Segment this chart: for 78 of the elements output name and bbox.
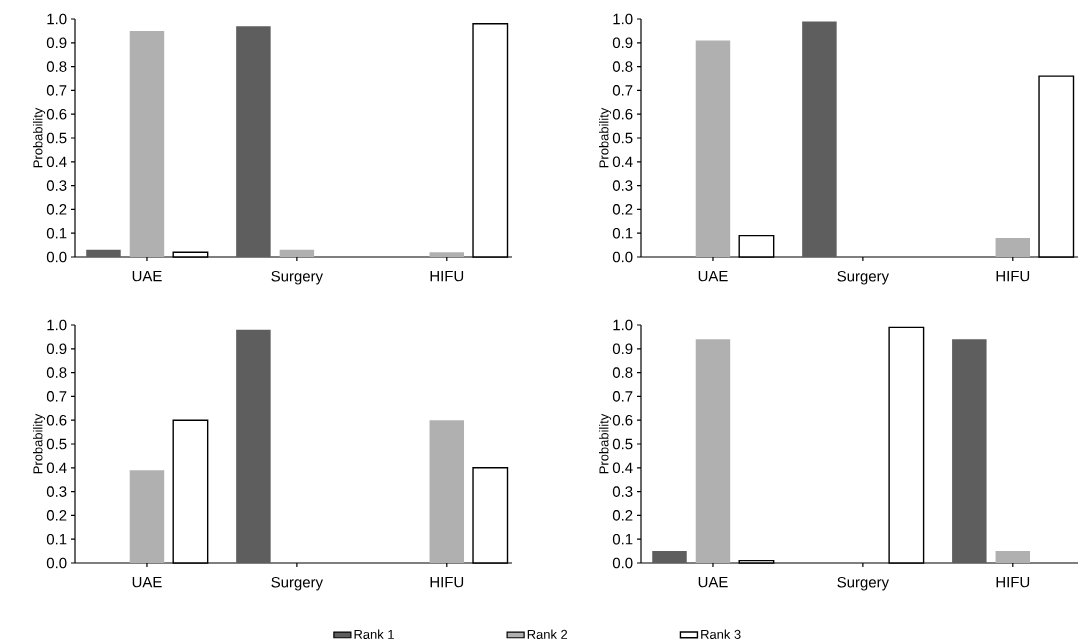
- bar: [129, 470, 165, 563]
- y-tick-label: 0.5: [46, 438, 67, 450]
- bar: [695, 339, 731, 563]
- y-tick-label: 0.1: [46, 533, 67, 545]
- x-tick-label: Surgery: [837, 270, 889, 285]
- y-tick-label: 1.0: [47, 319, 67, 331]
- bar: [236, 329, 271, 563]
- y-axis-title: Probability: [32, 107, 46, 168]
- bar: [279, 249, 315, 257]
- y-tick-label: 0.3: [612, 486, 633, 497]
- y-tick-label: 0.4: [46, 462, 67, 474]
- legend-label: Rank 3: [701, 629, 741, 639]
- bar: [695, 40, 731, 257]
- bar: [802, 21, 837, 257]
- x-tick-label: UAE: [698, 270, 728, 282]
- y-tick-label: 0.9: [612, 37, 633, 49]
- y-tick-label: 0.0: [612, 557, 633, 569]
- y-tick-label: 0.2: [46, 204, 67, 215]
- bar: [236, 26, 271, 257]
- y-tick-label: 0.7: [46, 391, 67, 402]
- x-tick-label: Surgery: [837, 576, 889, 591]
- y-axis-title: Probability: [599, 413, 612, 474]
- y-axis-title: Probability: [32, 413, 46, 474]
- y-tick-label: 0.8: [46, 367, 67, 378]
- y-tick-label: 0.9: [612, 343, 633, 355]
- bar: [86, 249, 121, 257]
- y-tick-label: 1.0: [47, 13, 67, 25]
- y-tick-label: 0.5: [612, 132, 633, 144]
- y-tick-label: 0.0: [46, 557, 67, 569]
- legend-label: Rank 2: [527, 629, 568, 639]
- y-tick-label: 0.7: [612, 85, 633, 96]
- y-tick-label: 0.4: [612, 462, 633, 474]
- y-tick-label: 0.3: [46, 486, 67, 497]
- bar: [652, 551, 687, 563]
- y-tick-label: 0.9: [46, 343, 67, 355]
- y-tick-label: 1.0: [613, 13, 633, 25]
- x-tick-label: HIFU: [996, 576, 1030, 588]
- y-tick-label: 0.9: [46, 37, 67, 49]
- y-tick-label: 0.6: [46, 108, 67, 120]
- y-axis-title: Probability: [599, 107, 612, 168]
- y-tick-label: 0.2: [612, 204, 633, 215]
- y-tick-label: 0.5: [46, 132, 67, 144]
- x-tick-label: UAE: [132, 270, 162, 282]
- y-tick-label: 0.8: [612, 367, 633, 378]
- x-tick-label: HIFU: [430, 270, 464, 282]
- y-tick-label: 0.7: [46, 85, 67, 96]
- y-tick-label: 0.3: [46, 180, 67, 191]
- y-tick-label: 0.6: [612, 108, 633, 120]
- bar: [952, 339, 987, 563]
- y-tick-label: 1.0: [613, 319, 633, 331]
- y-tick-label: 0.3: [612, 180, 633, 191]
- x-tick-label: HIFU: [430, 576, 464, 588]
- bar: [429, 420, 465, 563]
- bar: [129, 30, 165, 257]
- bar: [995, 237, 1031, 257]
- x-tick-label: HIFU: [996, 270, 1030, 282]
- y-tick-label: 0.4: [612, 156, 633, 168]
- y-tick-label: 0.0: [612, 251, 633, 263]
- y-tick-label: 0.8: [612, 61, 633, 72]
- y-tick-label: 0.2: [612, 510, 633, 521]
- y-tick-label: 0.1: [612, 227, 633, 239]
- bar: [429, 252, 465, 257]
- y-tick-label: 0.5: [612, 438, 633, 450]
- y-tick-label: 0.4: [46, 156, 67, 168]
- y-tick-label: 0.8: [46, 61, 67, 72]
- y-tick-label: 0.1: [612, 533, 633, 545]
- bar: [995, 551, 1031, 563]
- y-tick-label: 0.1: [46, 227, 67, 239]
- x-tick-label: Surgery: [271, 576, 323, 591]
- y-tick-label: 0.6: [612, 414, 633, 426]
- y-tick-label: 0.2: [46, 510, 67, 521]
- y-tick-label: 0.7: [612, 391, 633, 402]
- y-tick-label: 0.6: [46, 414, 67, 426]
- x-tick-label: UAE: [132, 576, 162, 588]
- x-tick-label: Surgery: [271, 270, 323, 285]
- x-tick-label: UAE: [698, 576, 728, 588]
- legend-label: Rank 1: [354, 629, 394, 639]
- y-tick-label: 0.0: [46, 251, 67, 263]
